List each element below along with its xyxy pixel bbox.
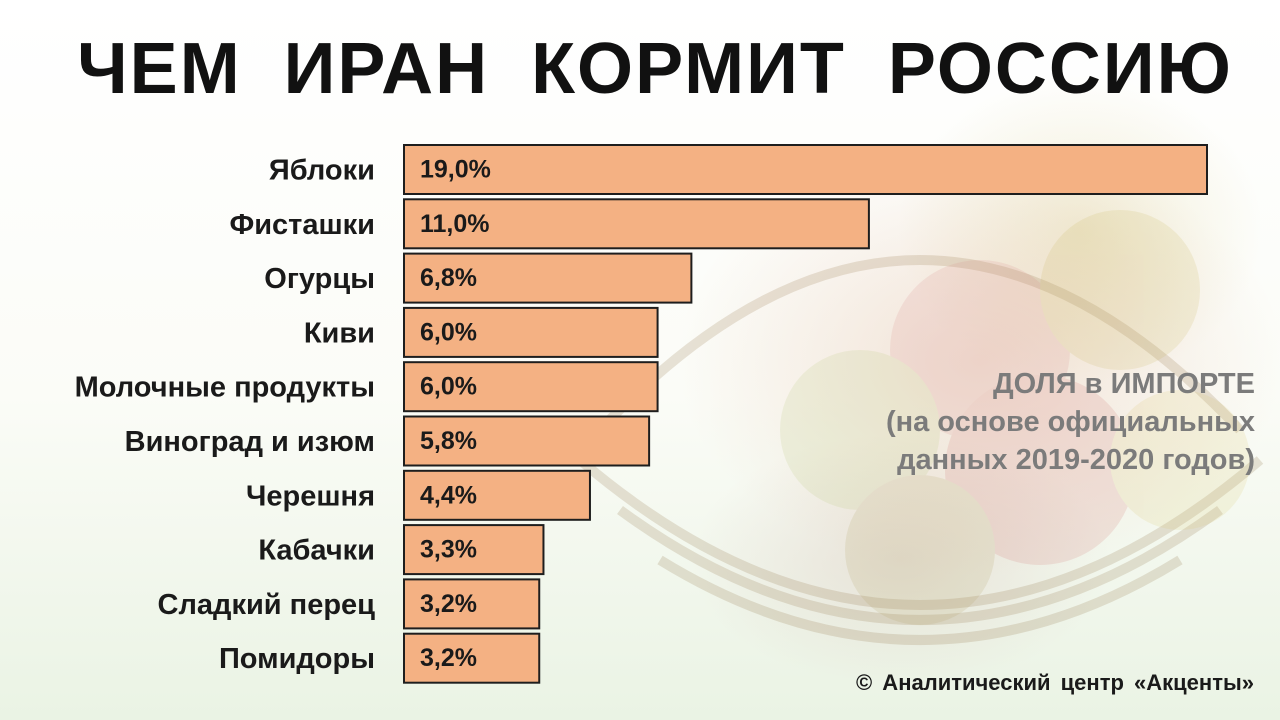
bar-1 — [403, 198, 870, 250]
value-label-3: 6,0% — [420, 318, 477, 346]
chart-note-line-3: данных 2019-2020 годов) — [897, 444, 1255, 476]
chart-note-line-2: (на основе официальных — [885, 406, 1255, 438]
category-label-9: Помидоры — [219, 643, 375, 675]
credit-text: © Аналитический центр «Акценты» — [855, 670, 1254, 695]
bar-9 — [403, 632, 541, 684]
category-label-6: Черешня — [246, 480, 375, 512]
value-label-0: 19,0% — [420, 156, 491, 184]
value-label-7: 3,3% — [420, 536, 477, 564]
page-title: ЧЕМ ИРАН КОРМИТ РОССИЮ — [77, 29, 1233, 109]
category-label-1: Фисташки — [229, 209, 375, 241]
value-label-5: 5,8% — [420, 427, 477, 455]
category-label-2: Огурцы — [264, 263, 375, 295]
bar-3 — [403, 306, 659, 358]
bar-5 — [403, 415, 651, 467]
bar-8 — [403, 578, 541, 630]
value-label-2: 6,8% — [420, 264, 477, 292]
category-label-7: Кабачки — [258, 535, 375, 567]
category-label-8: Сладкий перец — [158, 589, 376, 621]
value-label-4: 6,0% — [420, 373, 477, 401]
value-label-9: 3,2% — [420, 644, 477, 672]
value-label-8: 3,2% — [420, 590, 477, 618]
bar-4 — [403, 361, 659, 413]
chart-note-line-1: ДОЛЯ в ИМПОРТЕ — [992, 368, 1255, 400]
chart-note: ДОЛЯ в ИМПОРТЕ (на основе официальных да… — [735, 365, 1255, 479]
category-label-0: Яблоки — [269, 155, 375, 187]
value-label-1: 11,0% — [420, 210, 490, 238]
category-label-5: Виноград и изюм — [125, 426, 375, 458]
bar-7 — [403, 524, 545, 576]
value-label-6: 4,4% — [420, 481, 477, 509]
category-label-4: Молочные продукты — [75, 372, 375, 404]
bar-0 — [403, 144, 1208, 195]
category-label-3: Киви — [304, 317, 375, 349]
bar-6 — [403, 469, 591, 521]
bar-2 — [403, 252, 693, 304]
